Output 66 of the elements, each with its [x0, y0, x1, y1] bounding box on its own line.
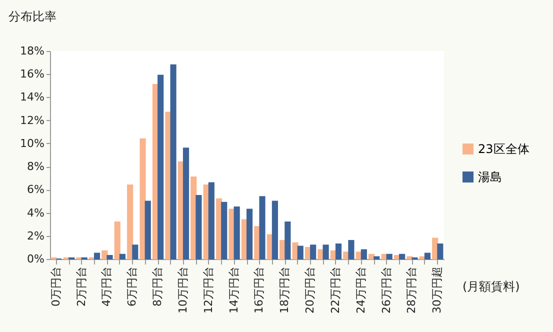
- x-tick-label: 2万円台: [74, 266, 88, 306]
- bar: [297, 246, 304, 260]
- bar: [360, 249, 367, 260]
- bar: [284, 222, 291, 260]
- bar: [158, 74, 164, 260]
- legend-label: 23区全体: [478, 142, 530, 156]
- x-tick-label: 4万円台: [100, 266, 114, 306]
- bar: [381, 254, 388, 260]
- bar: [246, 208, 253, 260]
- x-tick-label: 6万円台: [126, 266, 139, 306]
- bar: [424, 252, 431, 260]
- bar: [127, 184, 134, 260]
- bar: [140, 138, 146, 260]
- x-tick-label: 16万円台: [252, 266, 266, 314]
- x-tick-label: 28万円台: [405, 266, 418, 314]
- bar: [132, 244, 138, 260]
- bar: [182, 148, 190, 260]
- bar: [170, 64, 176, 260]
- bar: [119, 254, 126, 260]
- bar: [94, 252, 100, 260]
- x-tick-label: 22万円台: [328, 266, 342, 314]
- x-tick-label: 18万円台: [278, 266, 292, 314]
- bar: [259, 196, 266, 260]
- x-tick-label: 10万円台: [176, 266, 190, 314]
- x-tick-label: 26万円台: [380, 266, 393, 314]
- bar: [348, 240, 354, 260]
- bar: [386, 254, 392, 260]
- bar: [406, 256, 413, 260]
- x-tick-label: 0万円台: [49, 266, 62, 306]
- bar: [335, 243, 342, 260]
- bar: [221, 202, 228, 260]
- y-tick-label: 18%: [20, 44, 44, 58]
- legend-label: 湯島: [478, 170, 502, 184]
- bar: [144, 200, 151, 260]
- bar: [234, 206, 240, 260]
- y-tick-label: 16%: [20, 68, 44, 81]
- bar: [437, 243, 444, 260]
- y-tick-label: 4%: [27, 206, 44, 220]
- bar: [196, 194, 202, 260]
- y-tick-label: 8%: [27, 160, 44, 174]
- y-tick-label: 14%: [20, 90, 44, 104]
- bar: [318, 249, 324, 260]
- bar: [419, 256, 426, 260]
- bar: [399, 254, 406, 260]
- x-tick-label: 24万円台: [354, 266, 368, 314]
- bar: [272, 200, 278, 260]
- bar: [106, 255, 113, 260]
- x-tick-label: 30万円超: [430, 266, 444, 314]
- bar: [102, 250, 108, 260]
- y-tick-label: 0%: [27, 252, 44, 266]
- x-tick-label: 12万円台: [202, 266, 215, 314]
- bar: [208, 182, 214, 260]
- x-tick-label: 14万円台: [227, 266, 240, 314]
- bar: [322, 244, 329, 260]
- x-tick-label: 8万円台: [151, 266, 164, 306]
- y-tick-label: 12%: [20, 114, 44, 127]
- y-tick-label: 6%: [27, 183, 44, 196]
- x-tick-label: 20万円台: [304, 266, 317, 314]
- y-tick-label: 2%: [27, 229, 44, 242]
- y-tick-label: 10%: [20, 136, 44, 150]
- x-axis-title: (月額賃料): [462, 280, 520, 294]
- bar: [310, 244, 316, 260]
- bar: [114, 222, 120, 260]
- bar: [228, 208, 235, 260]
- y-axis-title: 分布比率: [8, 10, 56, 24]
- bar: [374, 256, 380, 260]
